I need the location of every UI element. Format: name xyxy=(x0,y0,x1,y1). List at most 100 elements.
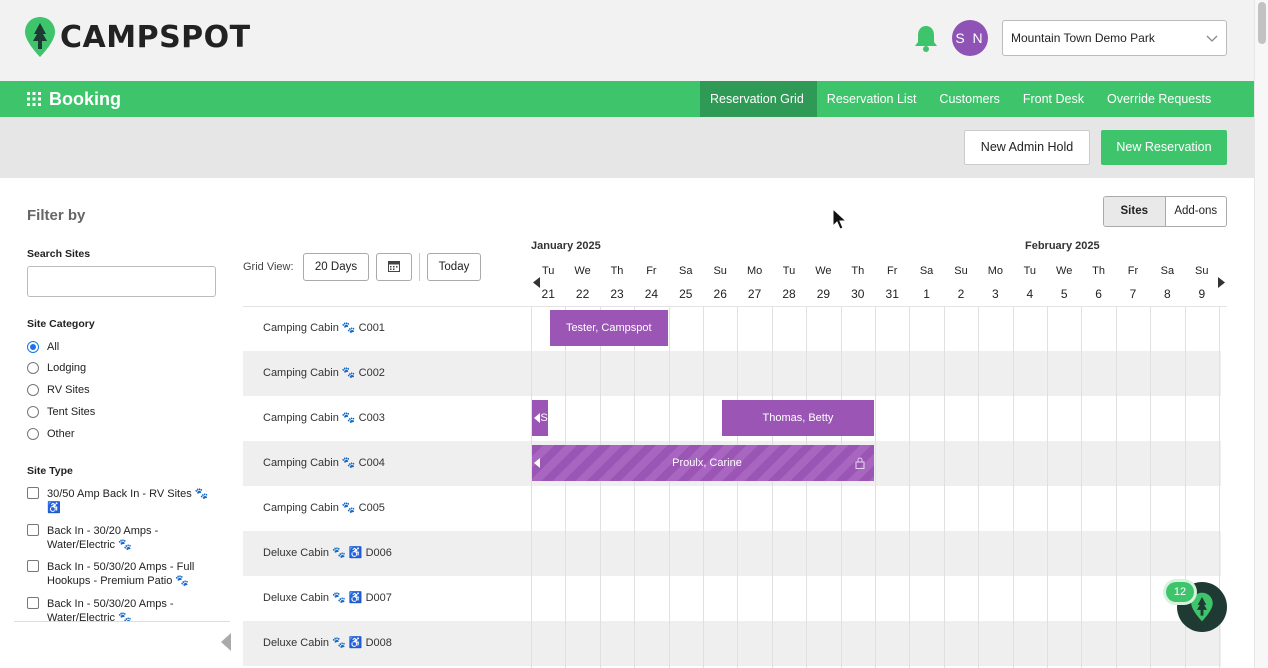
category-radio-tent-sites[interactable]: Tent Sites xyxy=(27,404,95,420)
day-of-week-label: Su xyxy=(1195,265,1209,277)
park-select[interactable]: Mountain Town Demo Park xyxy=(1002,20,1227,56)
day-number-label: 2 xyxy=(957,287,965,301)
day-of-week-label: Su xyxy=(954,265,968,277)
site-name[interactable]: Deluxe Cabin 🐾 ♿ D008 xyxy=(263,637,392,649)
tree-pin-icon xyxy=(1191,592,1213,622)
day-column-line xyxy=(703,306,704,668)
reservation-block[interactable]: S xyxy=(532,400,548,436)
tab-reservation-grid[interactable]: Reservation Grid xyxy=(700,81,817,117)
page-scrollbar[interactable] xyxy=(1254,0,1268,668)
category-radio-lodging[interactable]: Lodging xyxy=(27,360,86,376)
day-number-label: 26 xyxy=(713,287,727,301)
park-select-value: Mountain Town Demo Park xyxy=(1011,31,1155,45)
site-row[interactable]: Camping Cabin 🐾 C001 xyxy=(243,306,1221,351)
site-type-option-label: 30/50 Amp Back In - RV Sites 🐾 ♿ xyxy=(47,488,209,514)
today-button[interactable]: Today xyxy=(427,253,481,281)
filter-title: Filter by xyxy=(27,207,86,224)
site-row[interactable]: Camping Cabin 🐾 C005 xyxy=(243,486,1221,531)
apps-grid-icon[interactable] xyxy=(27,92,41,106)
day-number-label: 23 xyxy=(610,287,624,301)
site-name[interactable]: Camping Cabin 🐾 C003 xyxy=(263,412,385,424)
day-number-label: 30 xyxy=(851,287,865,301)
campspot-logo[interactable]: CAMPSPOT xyxy=(24,16,251,58)
day-column-line xyxy=(1047,306,1048,668)
day-of-week-label: Th xyxy=(1092,265,1105,277)
next-days-icon[interactable] xyxy=(1218,277,1225,288)
day-column-line xyxy=(737,306,739,668)
day-of-week-label: Tu xyxy=(782,265,796,277)
grid-view-label: Grid View: xyxy=(243,261,294,273)
day-column-line xyxy=(1081,306,1083,668)
site-row[interactable]: Camping Cabin 🐾 C003 xyxy=(243,396,1221,441)
tab-reservation-list[interactable]: Reservation List xyxy=(826,92,917,106)
day-number-label: 1 xyxy=(923,287,930,301)
user-avatar[interactable]: S N xyxy=(952,20,988,56)
sidebar-divider xyxy=(14,621,230,622)
reservation-block[interactable]: Thomas, Betty xyxy=(721,400,874,436)
checkbox[interactable] xyxy=(27,487,39,499)
toggle-sites[interactable]: Sites xyxy=(1104,197,1166,226)
toggle-addons[interactable]: Add-ons xyxy=(1174,205,1218,217)
section-title: Booking xyxy=(49,89,121,109)
checkbox[interactable] xyxy=(27,560,39,572)
reservation-guest-name: Thomas, Betty xyxy=(762,412,834,424)
checkbox[interactable] xyxy=(27,597,39,609)
day-column-line xyxy=(875,306,876,668)
category-radio-rv-sites[interactable]: RV Sites xyxy=(27,382,90,398)
site-type-label: Site Type xyxy=(27,465,73,477)
reservation-block[interactable]: Tester, Campspot xyxy=(549,310,668,346)
day-number-label: 8 xyxy=(1164,287,1171,301)
grid-top-border xyxy=(243,306,1227,307)
scrollbar-thumb[interactable] xyxy=(1258,2,1266,44)
site-row[interactable]: Deluxe Cabin 🐾 ♿ D006 xyxy=(243,531,1221,576)
continues-left-icon xyxy=(534,458,540,468)
radio-button[interactable] xyxy=(27,428,39,440)
site-name[interactable]: Camping Cabin 🐾 C002 xyxy=(263,367,385,379)
day-of-week-label: We xyxy=(1056,265,1073,277)
site-name[interactable]: Camping Cabin 🐾 C004 xyxy=(263,457,385,469)
calendar-picker-button[interactable] xyxy=(376,253,412,281)
continues-left-icon xyxy=(534,413,540,423)
radio-button[interactable] xyxy=(27,384,39,396)
chevron-down-icon xyxy=(1206,35,1218,42)
checkbox[interactable] xyxy=(27,524,39,536)
day-column-line xyxy=(634,306,636,668)
day-of-week-label: Fr xyxy=(646,265,657,277)
day-column-line xyxy=(771,306,773,668)
search-sites-input[interactable] xyxy=(27,266,216,297)
reservation-block[interactable]: Proulx, Carine xyxy=(532,445,874,481)
tab-front-desk[interactable]: Front Desk xyxy=(1022,92,1084,106)
site-row[interactable]: Deluxe Cabin 🐾 ♿ D007 xyxy=(243,576,1221,621)
site-name[interactable]: Camping Cabin 🐾 C005 xyxy=(263,502,385,514)
site-type-checkbox-row[interactable]: Back In - 30/20 Amps - Water/Electric 🐾 xyxy=(27,524,217,552)
site-name[interactable]: Camping Cabin 🐾 C001 xyxy=(263,322,385,334)
radio-button[interactable] xyxy=(27,406,39,418)
site-category-label: Site Category xyxy=(27,318,95,330)
site-row[interactable]: Deluxe Cabin 🐾 ♿ D008 xyxy=(243,621,1221,666)
days-range-button[interactable]: 20 Days xyxy=(303,253,369,281)
site-type-checkbox-row[interactable]: Back In - 50/30/20 Amps - Water/Electric… xyxy=(27,597,217,621)
category-option-label: RV Sites xyxy=(47,384,90,396)
category-radio-all[interactable]: All xyxy=(27,339,59,355)
notification-bell-icon[interactable] xyxy=(913,24,939,52)
category-radio-other[interactable]: Other xyxy=(27,426,75,442)
tab-customers[interactable]: Customers xyxy=(939,92,1000,106)
day-of-week-label: Tu xyxy=(541,265,555,277)
radio-button[interactable] xyxy=(27,362,39,374)
site-type-checkbox-row[interactable]: 30/50 Amp Back In - RV Sites 🐾 ♿ xyxy=(27,487,217,515)
reservation-guest-name: Proulx, Carine xyxy=(672,457,742,469)
previous-days-icon[interactable] xyxy=(533,277,540,288)
new-reservation-button[interactable]: New Reservation xyxy=(1101,130,1227,165)
site-name[interactable]: Deluxe Cabin 🐾 ♿ D007 xyxy=(263,592,392,604)
site-type-checkbox-row[interactable]: Back In - 50/30/20 Amps - Full Hookups -… xyxy=(27,560,217,588)
day-of-week-label: Th xyxy=(610,265,624,277)
day-column-line xyxy=(1012,306,1014,668)
mouse-cursor-icon xyxy=(832,208,848,230)
site-name[interactable]: Deluxe Cabin 🐾 ♿ D006 xyxy=(263,547,392,559)
sites-addons-toggle: Sites Add-ons xyxy=(1103,196,1227,227)
tab-override-requests[interactable]: Override Requests xyxy=(1107,92,1212,106)
new-admin-hold-button[interactable]: New Admin Hold xyxy=(964,130,1090,165)
collapse-sidebar-icon[interactable] xyxy=(221,633,231,651)
site-row[interactable]: Camping Cabin 🐾 C002 xyxy=(243,351,1221,396)
radio-button[interactable] xyxy=(27,341,39,353)
